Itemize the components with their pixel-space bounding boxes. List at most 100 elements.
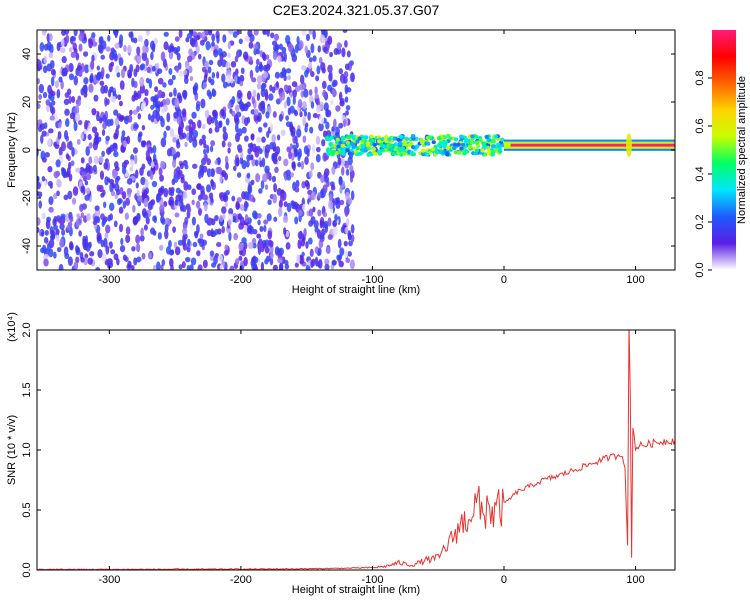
spectrogram-x-label: Height of straight line (km) — [292, 284, 420, 296]
spectrogram-cell — [201, 134, 206, 141]
spectrogram-cell — [343, 71, 349, 78]
spectrogram-cell — [140, 63, 146, 70]
spectrogram-cell — [136, 90, 142, 99]
spectrogram-cell — [345, 168, 350, 176]
spectrogram-cell — [336, 254, 342, 261]
spectrogram-cell — [154, 94, 159, 101]
spectrogram-cell — [142, 45, 147, 54]
spectrogram-cell — [304, 69, 309, 78]
spectrogram-cell — [256, 136, 262, 143]
spectrogram-cell — [141, 163, 146, 170]
spectrogram-cell — [82, 185, 86, 196]
spectrogram-cell — [420, 148, 426, 153]
spectrogram-cell — [344, 84, 349, 95]
spectrogram-cell — [308, 208, 314, 217]
spectrogram-cell — [120, 237, 124, 246]
spectrogram-cell — [331, 88, 337, 98]
spectrogram-cell — [283, 201, 288, 208]
spectrogram-cell — [118, 100, 123, 107]
spectrogram-cell — [252, 43, 258, 50]
spectrogram-cell — [46, 104, 50, 113]
spectrogram-cell — [359, 147, 365, 152]
spectrogram-cell — [253, 108, 259, 116]
spectrogram-cell — [70, 51, 77, 59]
spectrogram-cell — [236, 172, 242, 178]
spectrogram-cell — [37, 102, 41, 110]
spectrogram-cell — [284, 259, 289, 266]
spectrogram-cell — [169, 45, 175, 52]
spectrogram-cell — [292, 95, 296, 105]
spectrogram-cell — [138, 131, 143, 138]
spectrogram-cell — [351, 135, 356, 140]
snr-x-label: Height of straight line (km) — [292, 584, 420, 596]
spectrogram-cell — [329, 51, 334, 58]
spectrogram-cell — [283, 68, 287, 77]
spectrogram-cell — [251, 160, 256, 167]
spectrogram-cell — [258, 188, 263, 194]
spectrogram-cell — [93, 155, 99, 165]
spectrogram-cell — [249, 154, 254, 161]
spectrogram-cell — [174, 212, 180, 218]
spectrogram-cell — [228, 30, 234, 35]
spectrogram-cell — [136, 105, 140, 113]
spectrogram-cell — [77, 119, 83, 126]
spectrogram-cell — [192, 163, 198, 169]
spectrogram-cell — [314, 93, 319, 99]
spectrogram-cell — [273, 33, 280, 41]
spectrogram-cell — [436, 136, 442, 141]
spectrogram-cell — [193, 82, 199, 92]
spectrogram-cell — [163, 201, 168, 207]
spectrogram-cell — [278, 206, 283, 217]
spectrogram-cell — [78, 230, 82, 237]
spectrogram-cell — [152, 109, 158, 119]
spectrogram-cell — [107, 35, 111, 42]
spectrogram-cell — [242, 51, 249, 60]
spectrogram-cell — [334, 213, 338, 222]
spectrogram-cell — [219, 214, 224, 222]
spectrogram-cell — [246, 172, 251, 179]
spectrogram-cell — [122, 254, 128, 261]
spectrogram-cell — [136, 256, 142, 263]
spectrogram-cell — [286, 74, 291, 81]
spectrogram-cell — [244, 35, 250, 42]
spectrogram-cell — [260, 261, 265, 270]
spectrogram-cell — [209, 145, 214, 153]
spectrogram-cell — [259, 160, 263, 168]
spectrogram-cell — [206, 89, 211, 97]
spectrogram-cell — [159, 244, 164, 251]
spectrogram-cell — [410, 134, 416, 139]
spectrogram-cell — [197, 194, 203, 201]
spectrogram-cell — [38, 94, 43, 100]
snr-y-ticks: 0.0 0.5 1.0 1.5 2.0 — [21, 322, 675, 578]
spectrogram-cell — [153, 215, 157, 224]
spectrogram-cell — [70, 160, 75, 167]
spectrogram-cell — [372, 142, 377, 147]
spectrogram-cell — [305, 241, 309, 249]
spectrogram-cell — [80, 212, 85, 219]
spectrogram-cell — [438, 140, 444, 145]
spectrogram-cell — [84, 180, 89, 186]
spectrogram-cell — [195, 103, 201, 112]
spectrogram-cell — [40, 150, 46, 161]
spectrogram-cell — [397, 141, 403, 146]
spectrogram-cell — [157, 77, 164, 85]
spectrogram-cell — [119, 80, 125, 91]
spectrogram-cell — [53, 141, 57, 147]
spectrogram-cell — [211, 88, 215, 97]
spectrogram-cell — [235, 202, 241, 210]
spectrogram-cell — [56, 190, 60, 197]
spectrogram-cell — [108, 146, 112, 154]
spectrogram-cell — [221, 73, 226, 83]
spectrogram-cell — [82, 51, 89, 57]
spectrogram-cell — [407, 142, 412, 147]
spectrogram-cell — [387, 137, 392, 142]
spectrogram-cell — [262, 173, 268, 183]
spectrogram-cell — [141, 208, 147, 217]
spectrogram-cell — [145, 77, 150, 84]
spectrogram-cell — [373, 151, 378, 156]
spectrogram-cell — [333, 118, 337, 129]
spectrogram-cell — [97, 136, 102, 142]
spectrogram-cell — [159, 101, 164, 108]
spectrogram-cell — [321, 80, 327, 90]
figure-title: C2E3.2024.321.05.37.G07 — [273, 2, 440, 18]
